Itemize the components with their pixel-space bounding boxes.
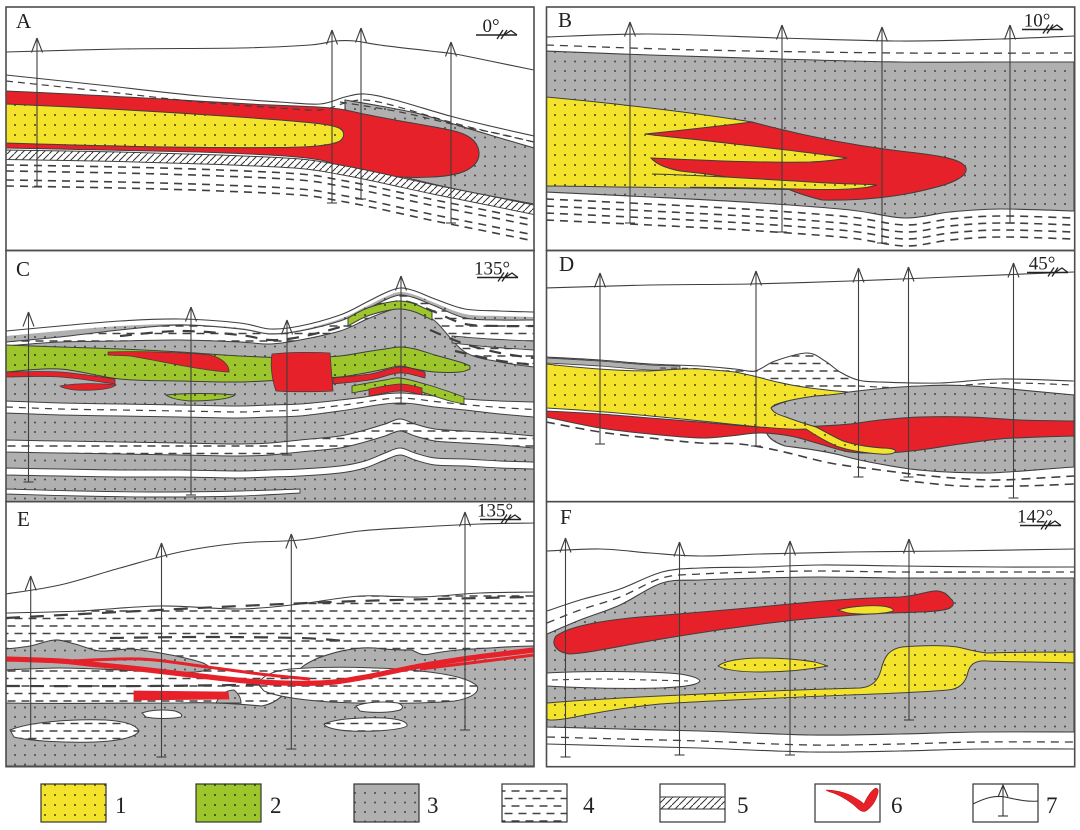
svg-text:2: 2 [270,793,282,818]
svg-text:135°: 135° [477,501,513,522]
svg-text:45°: 45° [1029,254,1056,275]
svg-text:1: 1 [115,793,127,818]
svg-text:135°: 135° [474,259,510,280]
svg-text:D: D [559,252,574,276]
svg-text:B: B [558,8,572,32]
svg-text:F: F [560,505,572,529]
svg-text:3: 3 [427,793,439,818]
svg-text:5: 5 [737,793,749,818]
svg-text:4: 4 [583,793,595,818]
svg-text:142°: 142° [1017,507,1053,528]
svg-text:10°: 10° [1024,11,1051,32]
svg-text:A: A [16,9,32,33]
svg-text:C: C [16,257,30,281]
svg-text:7: 7 [1046,793,1058,818]
svg-text:0°: 0° [482,16,499,37]
svg-text:E: E [17,507,30,531]
svg-text:6: 6 [891,793,903,818]
